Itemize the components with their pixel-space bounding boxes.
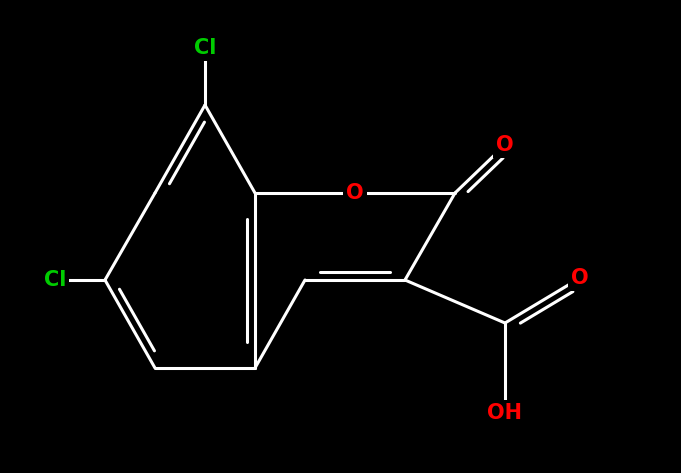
Text: O: O bbox=[571, 268, 589, 288]
Text: Cl: Cl bbox=[44, 270, 66, 290]
Text: O: O bbox=[496, 135, 513, 155]
Text: OH: OH bbox=[488, 403, 522, 423]
Text: Cl: Cl bbox=[194, 38, 216, 58]
Text: O: O bbox=[346, 183, 364, 203]
